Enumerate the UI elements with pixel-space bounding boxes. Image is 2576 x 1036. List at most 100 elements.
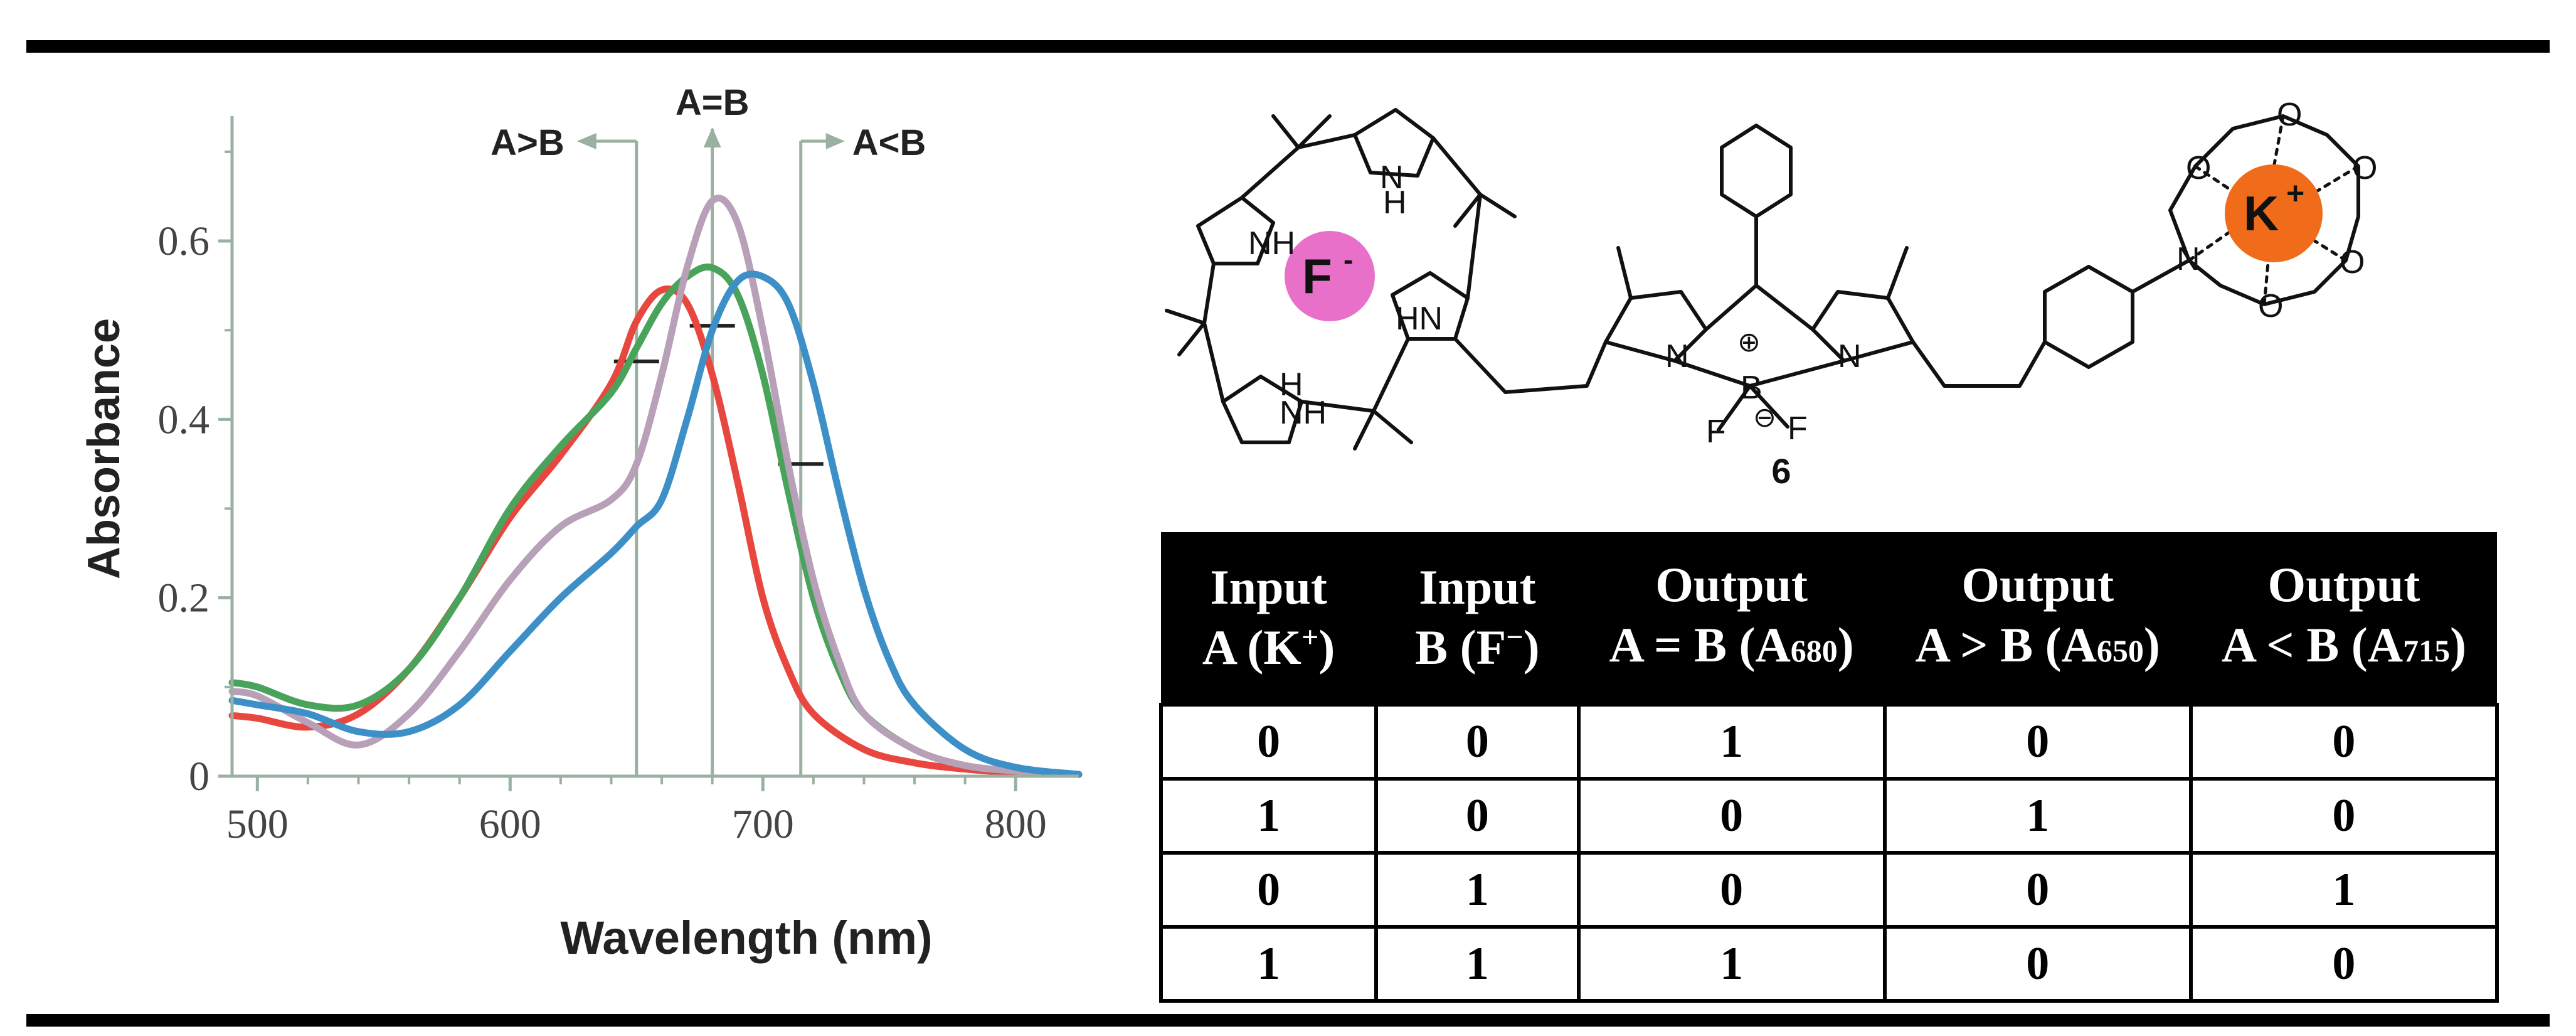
atom-label: O (2352, 150, 2377, 186)
table-cell: 0 (1882, 703, 2193, 781)
header-line-1: Input (1419, 560, 1536, 614)
atom-label: O (2340, 244, 2365, 280)
header-line-2: A > B (A (1915, 617, 2097, 672)
potassium-label: K (2244, 186, 2279, 241)
absorbance-chart: A>B A=B A<B 0 0.2 0.4 0.6 500 600 700 800 Absorba… (79, 82, 1083, 964)
atom-label: N (1665, 338, 1689, 375)
molecule-structure-6: F - K + 6 NH H N NH H N HN N N B F F N O… (1165, 97, 2377, 499)
aza-crown-ether (2043, 114, 2360, 369)
x-axis-label: Wavelength (nm) (560, 912, 932, 964)
atom-label: N (2176, 241, 2200, 277)
series-line-2 (228, 264, 1083, 778)
atom-label: HN (1396, 301, 1443, 337)
table-cell: 0 (2188, 777, 2499, 855)
guide-arrow (825, 133, 845, 149)
truth-table-header-row: Input A (K+) Input B (F−) Output A = B (… (1161, 532, 2497, 705)
table-cell: 0 (1158, 851, 1379, 929)
table-cell: 0 (1576, 851, 1887, 929)
guide-label: A=B (676, 82, 750, 123)
table-cell: 1 (1374, 925, 1581, 1003)
y-tick-label: 0.2 (158, 575, 210, 621)
atom-label: N (1380, 159, 1404, 196)
table-cell: 0 (1374, 777, 1581, 855)
header-tail: ) (1318, 620, 1335, 675)
fluoride-charge: - (1344, 243, 1353, 276)
atom-label: F (1706, 414, 1726, 450)
header-line-1: Output (1655, 557, 1808, 612)
x-tick-label: 600 (479, 801, 541, 847)
header-line-2: A < B (A (2221, 617, 2404, 672)
header-superscript: + (1301, 621, 1319, 654)
header-subscript: 680 (1790, 633, 1838, 668)
series-line-4 (228, 270, 1083, 778)
atom-label: O (2258, 288, 2283, 324)
guide-label: A>B (490, 122, 564, 163)
bodipy-core (1604, 124, 2047, 432)
header-input-b: Input B (F−) (1376, 532, 1579, 705)
guide-arrow (576, 133, 596, 149)
atom-label: B (1741, 370, 1762, 406)
header-line-2: A (K (1202, 620, 1301, 675)
header-tail: ) (2450, 617, 2467, 672)
table-cell: 1 (2188, 851, 2499, 929)
header-line-2: A = B (A (1609, 617, 1791, 672)
header-line-1: Output (2267, 557, 2420, 612)
table-row: 0 1 0 0 1 (1158, 851, 2499, 929)
table-cell: 0 (1374, 703, 1581, 781)
header-tail: ) (1523, 620, 1540, 675)
potassium-ion-circle (2225, 164, 2323, 262)
header-subscript: 650 (2096, 633, 2144, 668)
atom-label: F (1788, 410, 1808, 447)
header-line-1: Output (1961, 557, 2114, 612)
y-tick-label: 0 (189, 754, 209, 799)
table-cell: 1 (1576, 925, 1887, 1003)
table-cell: 0 (2188, 925, 2499, 1003)
guide-label: A<B (852, 122, 926, 163)
table-cell: 1 (1158, 777, 1379, 855)
header-tail: ) (2143, 617, 2160, 672)
atom-label: H (1280, 366, 1303, 403)
truth-table: Input A (K+) Input B (F−) Output A = B (… (1158, 532, 2499, 1003)
table-row: 0 0 1 0 0 (1158, 703, 2499, 781)
table-cell: 0 (2188, 703, 2499, 781)
table-cell: 1 (1882, 777, 2193, 855)
atom-label: N (1838, 338, 1862, 375)
header-output-greater: Output A > B (A650) (1884, 532, 2191, 705)
bottom-rule (26, 1014, 2550, 1027)
table-cell: 1 (1576, 703, 1887, 781)
top-rule (26, 40, 2550, 53)
header-line-1: Input (1210, 560, 1327, 614)
y-tick-label: 0.4 (158, 397, 210, 442)
y-axis-label: Absorbance (79, 318, 129, 579)
header-output-less: Output A < B (A715) (2190, 532, 2497, 705)
table-cell: 1 (1158, 925, 1379, 1003)
header-subscript: 715 (2403, 633, 2451, 668)
atom-label: NH (1280, 395, 1327, 431)
table-cell: 0 (1158, 703, 1379, 781)
series-line-3 (228, 195, 1083, 778)
table-cell: 0 (1576, 777, 1887, 855)
x-tick-label: 500 (226, 801, 289, 847)
header-tail: ) (1837, 617, 1854, 672)
calixpyrrole-macrocycle (1165, 108, 1608, 451)
negative-charge: ⊖ (1753, 402, 1776, 433)
table-cell: 0 (1882, 851, 2193, 929)
atom-label: O (2277, 97, 2302, 133)
header-input-a: Input A (K+) (1161, 532, 1377, 705)
fluoride-ion-circle (1285, 231, 1375, 321)
table-row: 1 1 1 0 0 (1158, 925, 2499, 1003)
table-cell: 1 (1374, 851, 1581, 929)
atom-label: O (2186, 150, 2211, 186)
atom-label: NH (1248, 225, 1295, 262)
x-tick-label: 800 (985, 801, 1047, 847)
header-line-2: B (F (1415, 620, 1507, 675)
atom-label: H (1383, 184, 1407, 221)
potassium-charge: + (2286, 176, 2304, 211)
positive-charge: ⊕ (1737, 327, 1761, 358)
x-tick-label: 700 (732, 801, 794, 847)
table-row: 1 0 0 1 0 (1158, 777, 2499, 855)
header-output-equal: Output A = B (A680) (1578, 532, 1885, 705)
compound-number: 6 (1771, 451, 1791, 491)
y-tick-label: 0.6 (158, 218, 210, 264)
header-superscript: − (1506, 621, 1524, 654)
